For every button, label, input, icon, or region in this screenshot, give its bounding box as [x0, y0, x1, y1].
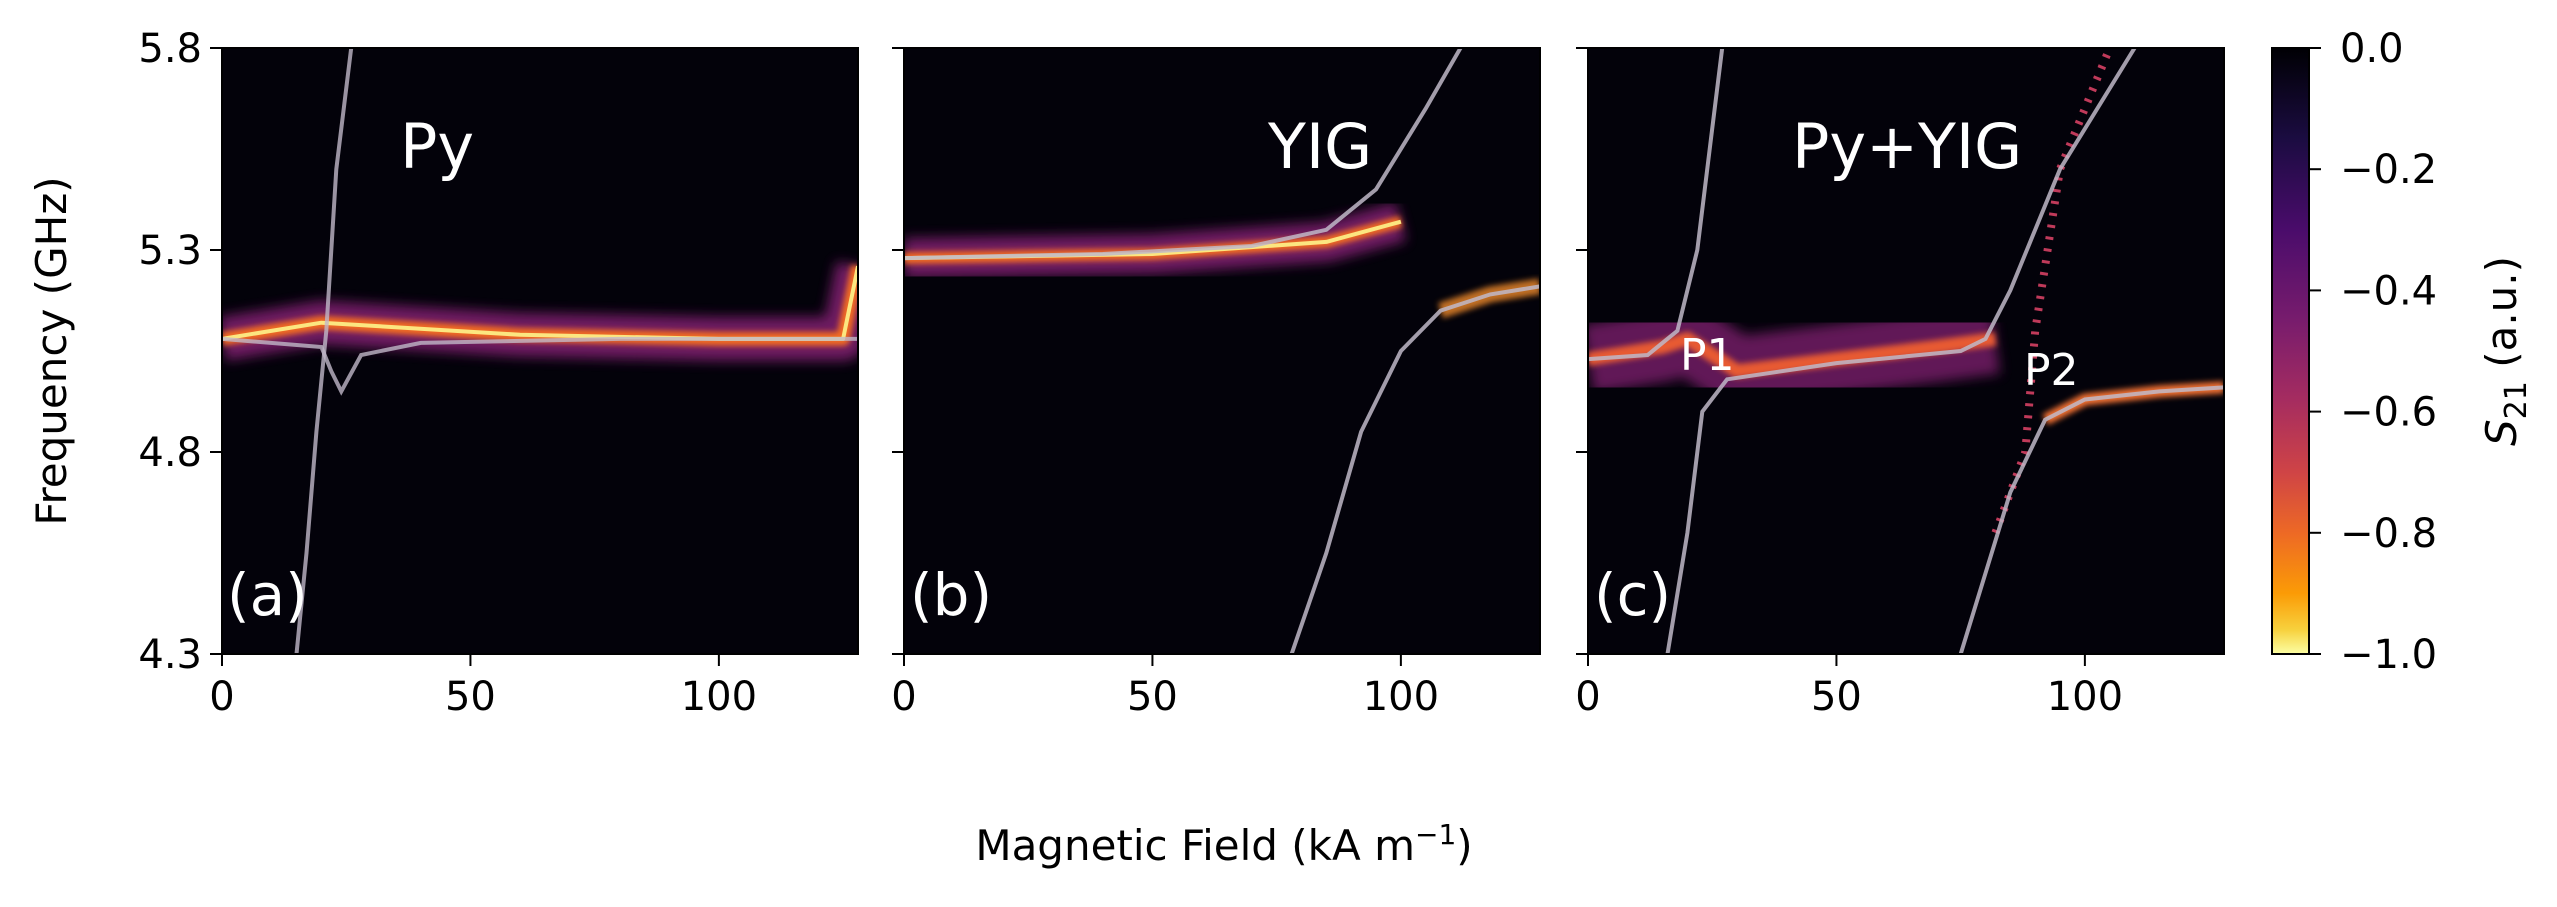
y-axis-label: Frequency (GHz) — [27, 176, 76, 525]
y-tick-label: 5.3 — [138, 228, 202, 274]
x-tick-label: 0 — [209, 674, 234, 720]
colorbar-tick-label: −1.0 — [2340, 632, 2437, 678]
panel-a-plot-area: Py (a) — [222, 48, 858, 654]
panel-b-background — [904, 48, 1540, 654]
panel-a: Py (a) 0 50 100 4.3 4.8 5.3 5.8 — [138, 26, 859, 720]
colorbar-tick-label: −0.8 — [2340, 511, 2437, 557]
x-axis-label-main: Magnetic Field (kA m — [975, 821, 1415, 870]
colorbar-label-rest: (a.u.) — [2477, 256, 2526, 381]
peak-label-p2: P2 — [2024, 345, 2079, 396]
colorbar-tick-label: −0.2 — [2340, 147, 2437, 193]
panel-c-fit-left — [1588, 48, 1725, 362]
y-tick-label: 4.3 — [138, 632, 202, 678]
panel-b-frame — [903, 47, 1541, 655]
y-tick-label: 5.8 — [138, 26, 202, 72]
x-tick-label: 100 — [681, 674, 757, 720]
panel-c-ridge — [1588, 331, 1997, 379]
panel-a-ridge-core — [222, 265, 858, 341]
panel-b-fit-upper — [904, 48, 1463, 261]
x-axis-label-close: ) — [1456, 821, 1472, 870]
x-tick-label: 0 — [891, 674, 916, 720]
panel-a-label: (a) — [227, 561, 308, 629]
x-tick-label: 0 — [1575, 674, 1600, 720]
x-tick-label: 50 — [445, 674, 496, 720]
panel-c-frame — [1587, 47, 2225, 655]
panel-a-frame — [221, 47, 859, 655]
x-tick-label: 50 — [1127, 674, 1178, 720]
panel-a-ticks: 0 50 100 4.3 4.8 5.3 5.8 — [138, 26, 757, 720]
colorbar-gradient — [2271, 47, 2310, 655]
panel-c-title: Py+YIG — [1792, 110, 2022, 183]
peak-label-p1: P1 — [1680, 330, 1735, 381]
colorbar-tick-label: 0.0 — [2340, 26, 2404, 72]
panel-c: Py+YIG (c) P1 P2 0 50 100 — [1575, 47, 2225, 720]
panel-b-ticks: 0 50 100 — [891, 47, 1439, 720]
colorbar-label-sub: 21 — [2499, 381, 2534, 419]
panel-b-fit-lower — [1289, 284, 1540, 654]
panel-b-plot-area: YIG (b) — [904, 48, 1540, 654]
x-tick-label: 50 — [1811, 674, 1862, 720]
panel-c-label: (c) — [1594, 561, 1671, 629]
colorbar: 0.0 −0.2 −0.4 −0.6 −0.8 −1.0 S21 (a.u.) — [2271, 26, 2534, 678]
panel-c-fit-middle — [1665, 48, 2137, 654]
colorbar-label: S21 (a.u.) — [2477, 256, 2534, 446]
colorbar-label-main: S — [2477, 419, 2526, 446]
panel-b-title: YIG — [1267, 110, 1372, 183]
colorbar-ticks: 0.0 −0.2 −0.4 −0.6 −0.8 −1.0 — [2309, 26, 2437, 678]
panel-a-title: Py — [400, 110, 474, 183]
colorbar-tick-label: −0.6 — [2340, 390, 2437, 436]
panel-c-plot-area: Py+YIG (c) P1 P2 — [1588, 48, 2224, 654]
panel-a-fit-upper — [294, 48, 354, 654]
panel-b-label: (b) — [910, 561, 992, 629]
colorbar-tick-label: −0.4 — [2340, 268, 2437, 314]
panel-c-fit-right — [1958, 385, 2224, 654]
x-tick-label: 100 — [2047, 674, 2123, 720]
panel-c-ticks: 0 50 100 — [1575, 47, 2123, 720]
x-tick-label: 100 — [1363, 674, 1439, 720]
x-axis-label: Magnetic Field (kA m−1) — [975, 818, 1472, 870]
y-tick-label: 4.8 — [138, 430, 202, 476]
x-axis-label-sup: −1 — [1415, 818, 1456, 851]
panel-b: YIG (b) 0 50 100 — [891, 47, 1541, 720]
